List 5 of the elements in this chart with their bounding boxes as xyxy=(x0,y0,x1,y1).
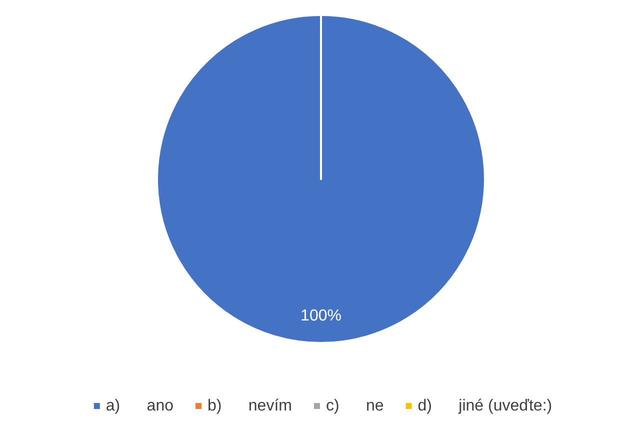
legend-label: a) ano xyxy=(106,398,174,414)
legend-label: d) jiné (uveďte:) xyxy=(418,398,552,414)
legend-label: c) ne xyxy=(326,398,384,414)
legend-label: b) nevím xyxy=(208,398,292,414)
data-label: 100% xyxy=(300,308,342,324)
